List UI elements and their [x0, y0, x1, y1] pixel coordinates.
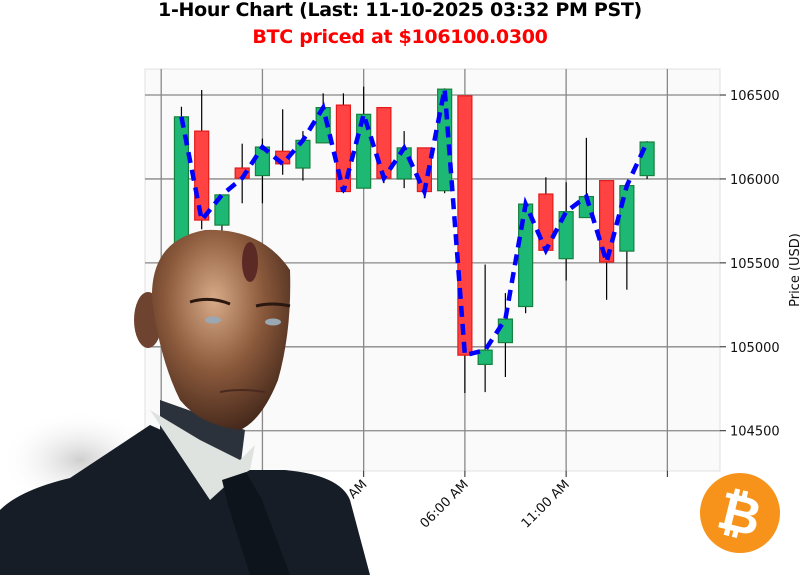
candle-body — [356, 113, 372, 189]
candle-up — [477, 264, 493, 393]
candles — [173, 86, 655, 393]
y-tick-label: 104500 — [730, 425, 780, 440]
candle-down — [538, 177, 554, 251]
android-head — [151, 229, 291, 430]
chart-subtitle-price: BTC priced at $106100.0300 — [252, 26, 548, 48]
head-panel — [242, 242, 258, 282]
bitcoin-logo-circle — [700, 473, 780, 553]
candle-body — [558, 211, 574, 260]
candle-body — [477, 349, 493, 366]
candle-up — [356, 86, 372, 189]
necktie — [222, 472, 290, 575]
candle-up — [558, 182, 574, 281]
y-tick-label: 105500 — [730, 257, 780, 272]
y-tick-label: 106500 — [730, 89, 780, 104]
suit-jacket — [0, 425, 370, 575]
shirt-collar — [150, 410, 255, 500]
y-axis-label: Price (USD) — [788, 233, 800, 307]
eye-right — [265, 318, 281, 326]
y-tick-label: 106000 — [730, 173, 780, 188]
candle-up — [173, 106, 190, 255]
eye-left — [205, 316, 221, 324]
y-tick-label: 105000 — [730, 341, 780, 356]
chart-title: 1-Hour Chart (Last: 11-10-2025 03:32 PM … — [158, 0, 642, 21]
